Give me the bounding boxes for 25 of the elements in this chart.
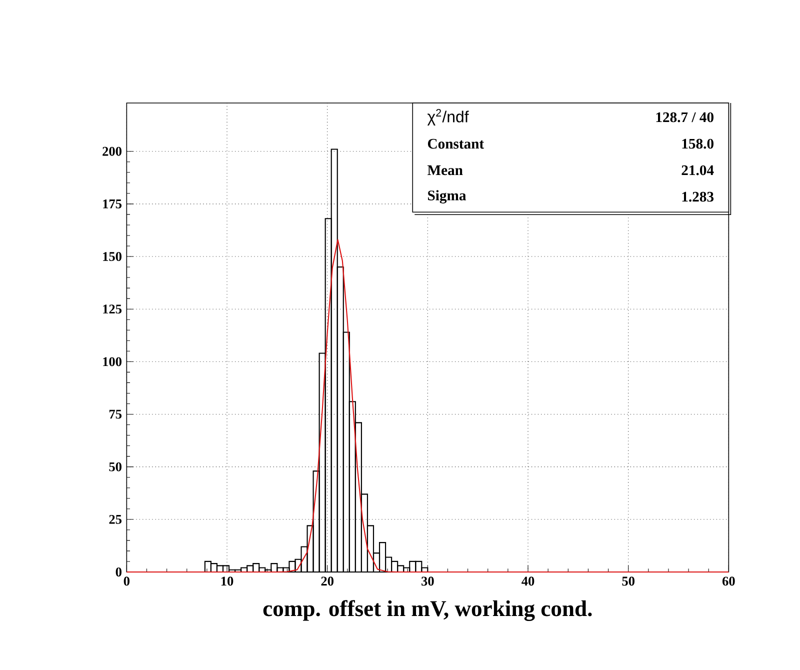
annotation: Sigma [428, 190, 466, 204]
x-tick-label: 10 [221, 576, 234, 586]
y-tick-label: 175 [103, 199, 122, 208]
x-tick-label: 50 [622, 576, 634, 586]
y-tick-label: 75 [109, 410, 122, 419]
y-tick-label: 0 [116, 568, 122, 576]
y-tick-label: 100 [103, 357, 122, 366]
x-tick-label: 20 [321, 576, 334, 586]
annotation: 21.04 [682, 165, 714, 176]
x-tick-label: 60 [722, 576, 735, 586]
annotation: Mean [428, 165, 463, 176]
x-tick-label: 40 [522, 576, 534, 586]
annotation: 128.7 / 40 [656, 112, 714, 122]
y-tick-label: 150 [103, 252, 122, 261]
x-tick-label: 30 [422, 576, 434, 586]
y-tick-label: 125 [103, 304, 122, 314]
y-tick-label: 25 [109, 514, 122, 524]
y-tick-label: 50 [109, 462, 122, 472]
x-tick-label: 0 [124, 576, 130, 586]
annotation: 158.0 [682, 138, 714, 149]
y-tick-label: 200 [102, 146, 122, 156]
x-axis-title: comp. offset in mV, working cond. [263, 600, 592, 621]
annotation: 1.283 [682, 192, 714, 202]
annotation: χ$^{2}$/ndf [427, 109, 469, 126]
annotation: Constant [428, 138, 484, 149]
